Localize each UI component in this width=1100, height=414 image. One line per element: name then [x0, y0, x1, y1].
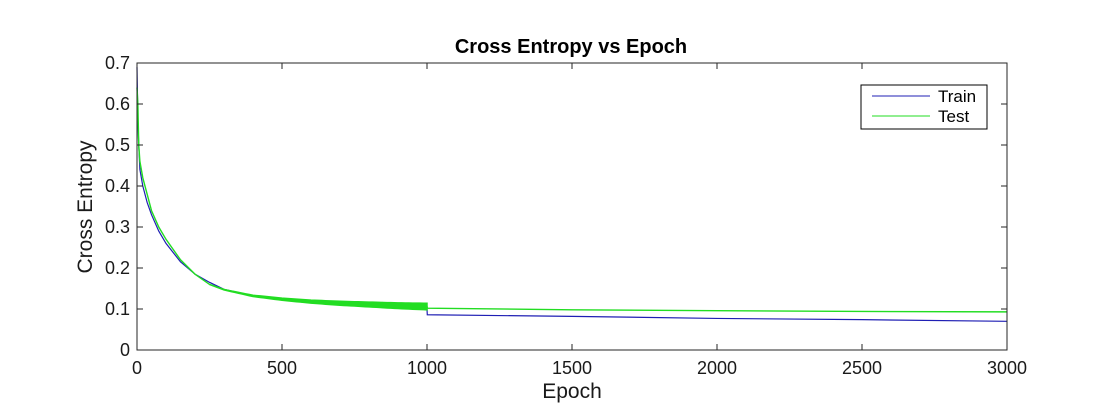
y-axis-title: Cross Entropy — [74, 140, 97, 274]
x-tick-label: 1500 — [552, 358, 592, 378]
x-axis-title: Epoch — [542, 380, 602, 403]
x-axis: 0 500 1000 1500 2000 2500 3000 — [132, 63, 1027, 378]
y-tick-label: 0 — [120, 340, 130, 360]
y-tick-label: 0.2 — [105, 258, 130, 278]
x-tick-label: 2000 — [697, 358, 737, 378]
series-oscillation-band-test — [209, 283, 428, 311]
chart-title: Cross Entropy vs Epoch — [455, 36, 687, 58]
x-tick-label: 3000 — [987, 358, 1027, 378]
x-tick-label: 2500 — [842, 358, 882, 378]
legend-box — [860, 84, 988, 130]
y-tick-label: 0.6 — [105, 94, 130, 114]
y-tick-label: 0.7 — [105, 53, 130, 73]
y-axis: 0 0.1 0.2 0.3 0.4 0.5 0.6 0.7 — [105, 53, 1007, 360]
x-tick-label: 500 — [267, 358, 297, 378]
legend: Train Test — [860, 84, 988, 130]
y-tick-label: 0.3 — [105, 217, 130, 237]
x-tick-label: 1000 — [407, 358, 447, 378]
legend-label-test: Test — [938, 107, 969, 126]
y-tick-label: 0.1 — [105, 299, 130, 319]
legend-label-train: Train — [938, 87, 976, 106]
y-tick-label: 0.4 — [105, 176, 130, 196]
x-tick-label: 0 — [132, 358, 142, 378]
y-tick-label: 0.5 — [105, 135, 130, 155]
